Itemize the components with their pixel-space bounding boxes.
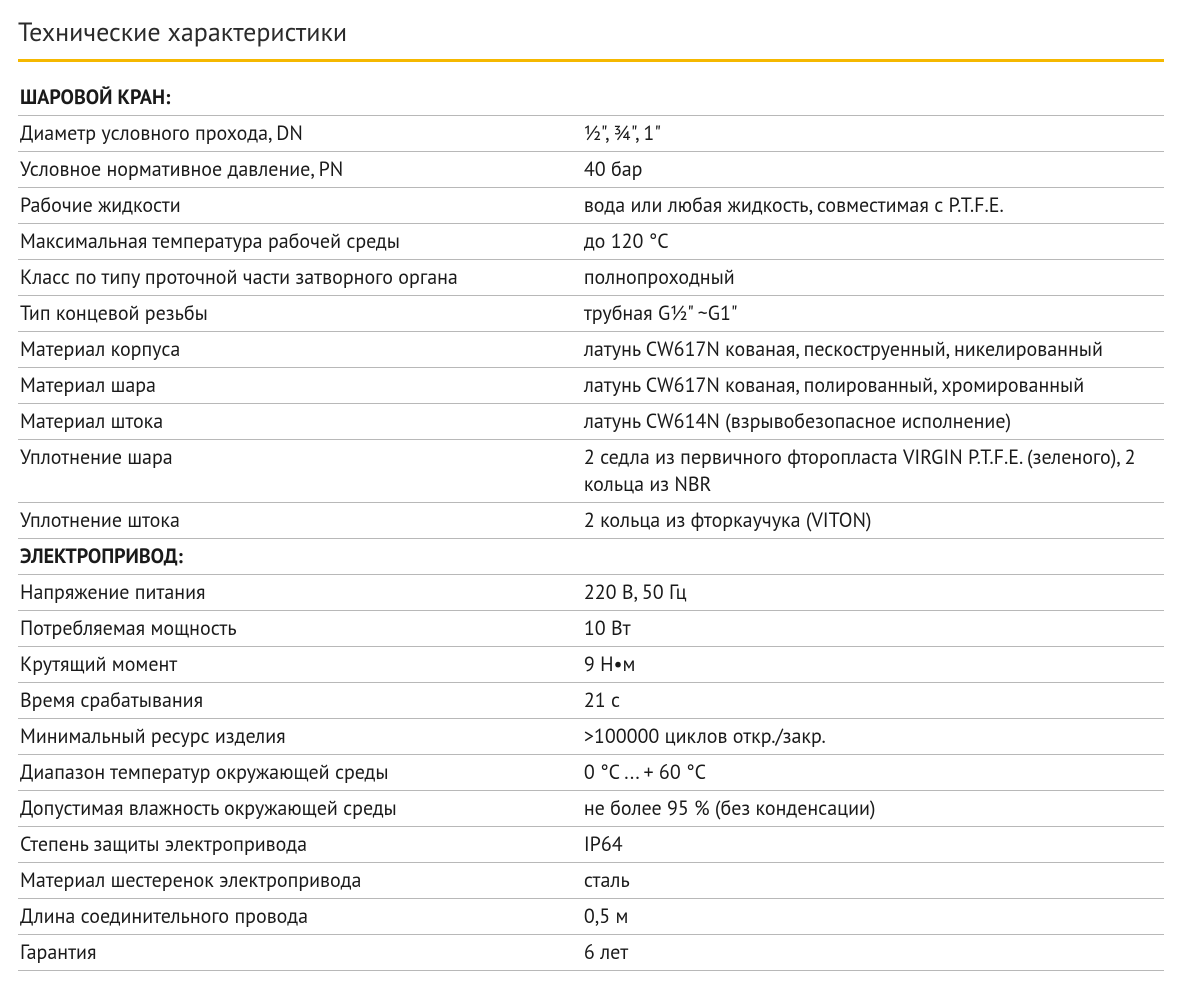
spec-label: Потребляемая мощность xyxy=(18,611,582,647)
table-row: Потребляемая мощность10 Вт xyxy=(18,611,1164,647)
page-title: Технические характеристики xyxy=(18,16,1164,57)
section-header-row: ШАРОВОЙ КРАН: xyxy=(18,80,1164,116)
spec-label: Материал штока xyxy=(18,404,582,440)
table-row: Напряжение питания220 В, 50 Гц xyxy=(18,575,1164,611)
spec-label: Диапазон температур окружающей среды xyxy=(18,755,582,791)
spec-label: Минимальный ресурс изделия xyxy=(18,719,582,755)
spec-label: Крутящий момент xyxy=(18,647,582,683)
table-row: Условное нормативное давление, PN40 бар xyxy=(18,152,1164,188)
spec-label: Напряжение питания xyxy=(18,575,582,611)
table-row: Рабочие жидкостивода или любая жидкость,… xyxy=(18,188,1164,224)
table-row: Допустимая влажность окружающей средыне … xyxy=(18,791,1164,827)
spec-value: 2 седла из первичного фторопласта VIRGIN… xyxy=(582,440,1164,503)
section-header-row: ЭЛЕКТРОПРИВОД: xyxy=(18,539,1164,575)
spec-value: 9 Н•м xyxy=(582,647,1164,683)
table-row: Материал корпусалатунь CW617N кованая, п… xyxy=(18,332,1164,368)
table-row: Минимальный ресурс изделия>100000 циклов… xyxy=(18,719,1164,755)
spec-value: до 120 °C xyxy=(582,224,1164,260)
spec-label: Гарантия xyxy=(18,935,582,971)
spec-value: 21 с xyxy=(582,683,1164,719)
spec-value: IP64 xyxy=(582,827,1164,863)
spec-value: вода или любая жидкость, совместимая с P… xyxy=(582,188,1164,224)
table-row: Диаметр условного прохода, DN½", ¾", 1" xyxy=(18,116,1164,152)
spec-value: не более 95 % (без конденсации) xyxy=(582,791,1164,827)
spec-value: 40 бар xyxy=(582,152,1164,188)
table-row: Материал шаралатунь CW617N кованая, поли… xyxy=(18,368,1164,404)
table-row: Тип концевой резьбытрубная G½" ~G1" xyxy=(18,296,1164,332)
spec-label: Диаметр условного прохода, DN xyxy=(18,116,582,152)
spec-label: Время срабатывания xyxy=(18,683,582,719)
spec-label: Максимальная температура рабочей среды xyxy=(18,224,582,260)
spec-label: Уплотнение шара xyxy=(18,440,582,503)
spec-label: Тип концевой резьбы xyxy=(18,296,582,332)
spec-value: ½", ¾", 1" xyxy=(582,116,1164,152)
spec-label: Материал шестеренок электропривода xyxy=(18,863,582,899)
spec-label: Материал шара xyxy=(18,368,582,404)
spec-value: латунь CW617N кованая, пескоструенный, н… xyxy=(582,332,1164,368)
spec-table: ШАРОВОЙ КРАН:Диаметр условного прохода, … xyxy=(18,80,1164,971)
table-row: Крутящий момент9 Н•м xyxy=(18,647,1164,683)
spec-table-body: ШАРОВОЙ КРАН:Диаметр условного прохода, … xyxy=(18,80,1164,971)
spec-value: 2 кольца из фторкаучука (VITON) xyxy=(582,503,1164,539)
table-row: Класс по типу проточной части затворного… xyxy=(18,260,1164,296)
spec-value: сталь xyxy=(582,863,1164,899)
table-row: Гарантия6 лет xyxy=(18,935,1164,971)
table-row: Уплотнение штока2 кольца из фторкаучука … xyxy=(18,503,1164,539)
spec-value: трубная G½" ~G1" xyxy=(582,296,1164,332)
spec-value: латунь CW614N (взрывобезопасное исполнен… xyxy=(582,404,1164,440)
spec-value: 10 Вт xyxy=(582,611,1164,647)
spec-label: Допустимая влажность окружающей среды xyxy=(18,791,582,827)
table-row: Уплотнение шара2 седла из первичного фто… xyxy=(18,440,1164,503)
table-row: Время срабатывания21 с xyxy=(18,683,1164,719)
section-header: ЭЛЕКТРОПРИВОД: xyxy=(18,539,1164,575)
spec-label: Рабочие жидкости xyxy=(18,188,582,224)
table-row: Материал шестеренок электроприводасталь xyxy=(18,863,1164,899)
spec-label: Материал корпуса xyxy=(18,332,582,368)
table-row: Материал штокалатунь CW614N (взрывобезоп… xyxy=(18,404,1164,440)
spec-label: Степень защиты электропривода xyxy=(18,827,582,863)
spec-value: латунь CW617N кованая, полированный, хро… xyxy=(582,368,1164,404)
table-row: Максимальная температура рабочей средыдо… xyxy=(18,224,1164,260)
spec-label: Уплотнение штока xyxy=(18,503,582,539)
spec-value: >100000 циклов откр./закр. xyxy=(582,719,1164,755)
spec-value: 220 В, 50 Гц xyxy=(582,575,1164,611)
spec-label: Класс по типу проточной части затворного… xyxy=(18,260,582,296)
spec-value: 6 лет xyxy=(582,935,1164,971)
spec-value: полнопроходный xyxy=(582,260,1164,296)
table-row: Диапазон температур окружающей среды0 °C… xyxy=(18,755,1164,791)
table-row: Степень защиты электроприводаIP64 xyxy=(18,827,1164,863)
section-header: ШАРОВОЙ КРАН: xyxy=(18,80,1164,116)
spec-label: Условное нормативное давление, PN xyxy=(18,152,582,188)
spec-value: 0 °C ... + 60 °C xyxy=(582,755,1164,791)
title-underline xyxy=(18,59,1164,62)
